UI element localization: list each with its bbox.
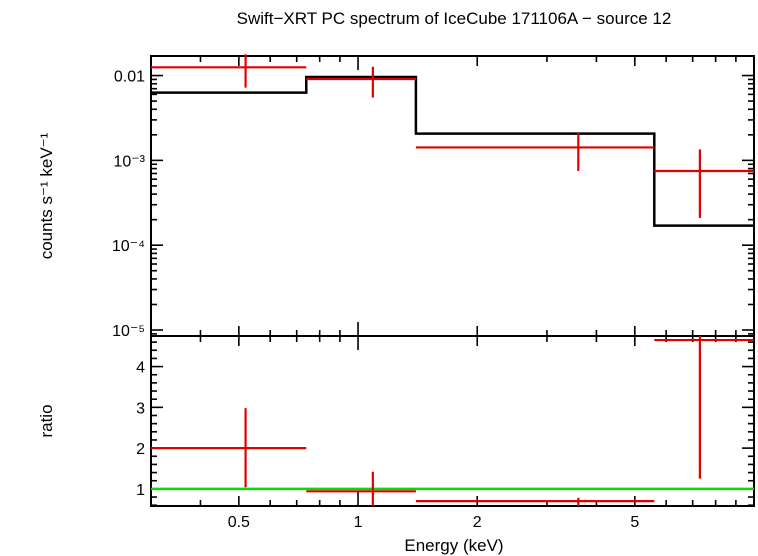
panel-frame-ratio [150, 335, 755, 507]
x-tick-label: 0.5 [228, 514, 250, 531]
chart-title: Swift−XRT PC spectrum of IceCube 171106A… [237, 9, 672, 28]
data-point-ratio [306, 471, 416, 506]
data-point-spectrum [415, 133, 655, 171]
y-tick-label-spectrum: 0.01 [114, 69, 145, 86]
y-tick-label-ratio: 3 [136, 400, 145, 417]
y-axis-label-ratio: ratio [37, 404, 56, 437]
data-point-ratio [654, 336, 754, 479]
y-tick-label-spectrum: 10⁻⁴ [112, 238, 145, 255]
panel-spectrum: 0.01 10⁻³ 10⁻⁴ 10⁻⁵ [112, 54, 755, 340]
data-point-spectrum [306, 66, 416, 98]
x-axis-label: Energy (keV) [404, 536, 503, 555]
y-tick-label-ratio: 4 [136, 360, 145, 377]
data-point-spectrum [151, 54, 307, 88]
plot-area: 0.01 10⁻³ 10⁻⁴ 10⁻⁵ 1 2 3 4 0.5 1 2 5 [112, 54, 755, 531]
y-tick-label-ratio: 2 [136, 441, 145, 458]
y-tick-label-spectrum: 10⁻³ [113, 153, 145, 170]
x-tick-label: 1 [354, 514, 363, 531]
panel-frame-spectrum [150, 55, 755, 337]
y-axis-label-spectrum: counts s⁻¹ keV⁻¹ [37, 132, 56, 259]
model-line [151, 75, 754, 227]
data-point-ratio [151, 408, 307, 488]
data-point-ratio [415, 497, 655, 506]
y-tick-label-ratio: 1 [136, 482, 145, 499]
data-point-spectrum [654, 149, 754, 218]
x-tick-label: 2 [473, 514, 482, 531]
y-tick-label-spectrum: 10⁻⁵ [112, 323, 145, 340]
x-tick-label: 5 [630, 514, 639, 531]
panel-ratio: 1 2 3 4 [136, 335, 755, 507]
